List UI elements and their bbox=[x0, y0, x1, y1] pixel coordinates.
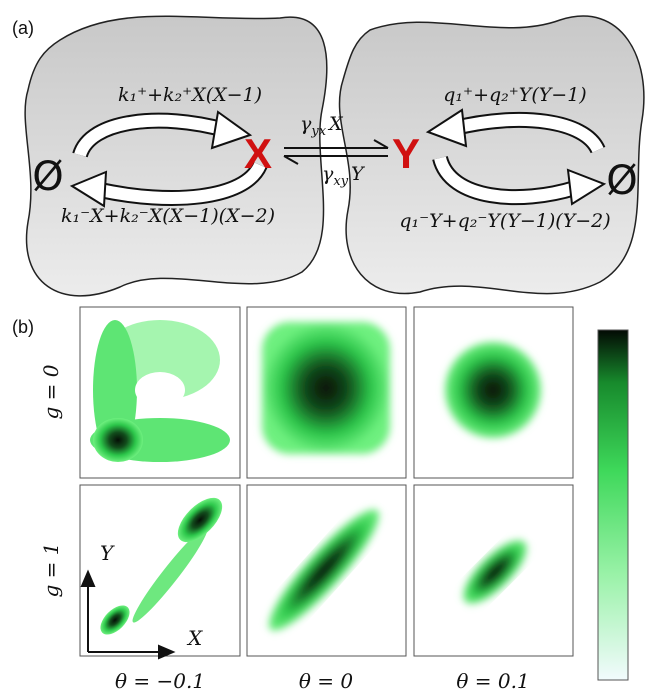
panel-b: (b) Y X g = 0 g = 1 θ = −0.1 θ = 0 θ = 0… bbox=[12, 307, 628, 693]
panel-label: (b) bbox=[12, 317, 34, 337]
row-label: g = 0 bbox=[39, 364, 63, 419]
rate-label: k₁⁻X+k₂⁻X(X−1)(X−2) bbox=[61, 205, 275, 227]
left-cell bbox=[25, 16, 327, 296]
panel-a: (a) k₁⁺+k₂⁺X(X−1) k₁⁻X+k₂⁻X(X−1)(X−2) X … bbox=[12, 16, 644, 296]
variable: X bbox=[327, 113, 344, 135]
rate-label: q₁⁺+q₂⁺Y(Y−1) bbox=[443, 84, 586, 106]
axis-label: Y bbox=[100, 541, 115, 565]
symbol: γ bbox=[300, 113, 312, 135]
colorbar bbox=[598, 330, 628, 680]
column-label: θ = 0 bbox=[299, 669, 354, 693]
species-label: X bbox=[244, 130, 272, 177]
right-cell bbox=[339, 16, 643, 294]
heatmap bbox=[262, 322, 390, 454]
subscript: yx bbox=[310, 124, 326, 139]
row-label: g = 1 bbox=[39, 543, 63, 598]
column-label: θ = −0.1 bbox=[115, 669, 205, 693]
rate-label: q₁⁻Y+q₂⁻Y(Y−1)(Y−2) bbox=[399, 210, 610, 232]
symbol: γ bbox=[322, 163, 334, 185]
empty-set: Ø bbox=[32, 154, 63, 200]
panel-label: (a) bbox=[12, 18, 34, 38]
axis-label: X bbox=[186, 626, 203, 650]
rate-label: k₁⁺+k₂⁺X(X−1) bbox=[118, 84, 262, 106]
empty-set: Ø bbox=[606, 158, 637, 204]
species-label: Y bbox=[392, 130, 420, 177]
heatmap bbox=[445, 342, 541, 438]
subscript: xy bbox=[333, 174, 348, 189]
figure: (a) k₁⁺+k₂⁺X(X−1) k₁⁻X+k₂⁻X(X−1)(X−2) X … bbox=[0, 0, 657, 698]
column-label: θ = 0.1 bbox=[456, 669, 529, 693]
